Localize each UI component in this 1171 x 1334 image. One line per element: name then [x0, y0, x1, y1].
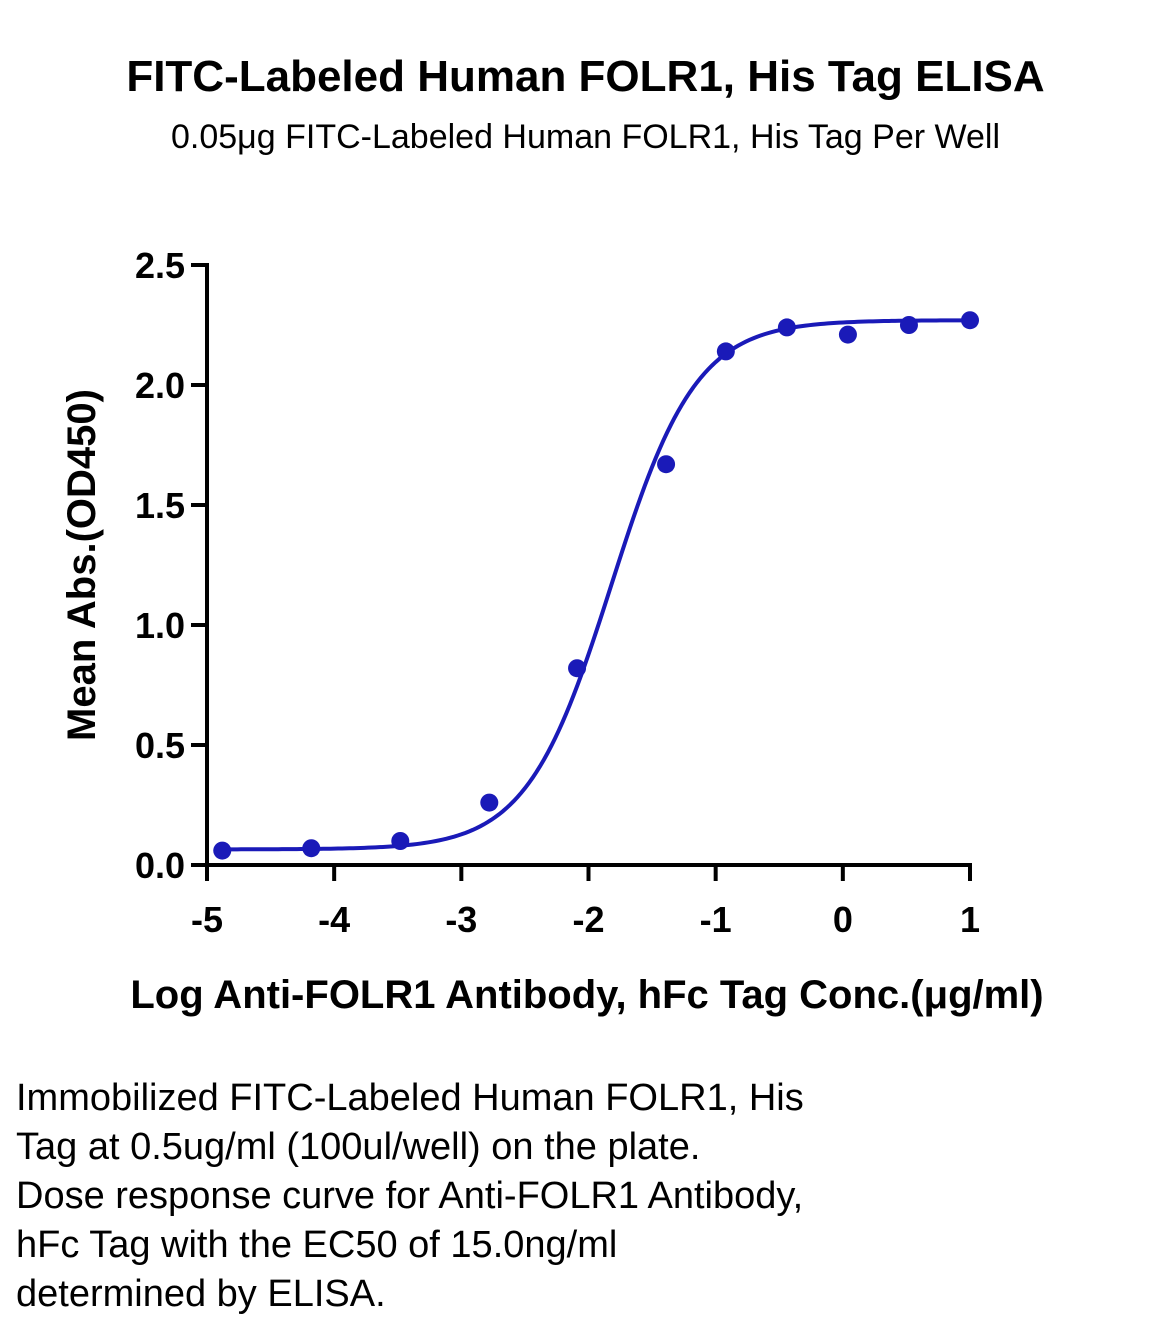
x-tick-label: -3 — [445, 899, 477, 940]
data-point — [568, 659, 587, 678]
x-tick-label: -1 — [700, 899, 732, 940]
axes: 0.0 0.5 1.0 1.5 2.0 2.5 -5 -4 -3 -2 -1 0 1 — [135, 245, 980, 940]
x-tick-label: 0 — [833, 899, 853, 940]
chart-subtitle: 0.05μg FITC-Labeled Human FOLR1, His Tag… — [170, 118, 1000, 156]
caption-line: Dose response curve for Anti-FOLR1 Antib… — [16, 1175, 804, 1217]
data-point — [899, 316, 918, 334]
data-point — [777, 318, 796, 337]
data-point — [302, 839, 321, 858]
data-points — [213, 311, 979, 860]
x-tick-label: 1 — [960, 899, 980, 940]
caption-line: hFc Tag with the EC50 of 15.0ng/ml — [16, 1224, 618, 1266]
y-tick-label: 1.0 — [135, 605, 185, 646]
chart-title: FITC-Labeled Human FOLR1, His Tag ELISA — [126, 52, 1045, 101]
x-tick-label: -4 — [318, 899, 350, 940]
data-point — [480, 793, 499, 812]
caption-line: determined by ELISA. — [16, 1273, 386, 1315]
y-axis-label: Mean Abs.(OD450) — [60, 389, 104, 741]
elisa-chart: 0.0 0.5 1.0 1.5 2.0 2.5 -5 -4 -3 -2 -1 0 1 Mean Abs.… — [60, 245, 1044, 1017]
x-tick-label: -2 — [572, 899, 604, 940]
data-point — [716, 342, 735, 361]
y-tick-label: 0.0 — [135, 845, 185, 886]
fit-curve — [222, 318, 971, 852]
y-tick-label: 0.5 — [135, 725, 185, 766]
x-tick-label: -5 — [191, 899, 223, 940]
figure-caption: Immobilized FITC-Labeled Human FOLR1, Hi… — [16, 1074, 1016, 1319]
y-tick-label: 1.5 — [135, 485, 185, 526]
caption-line: Immobilized FITC-Labeled Human FOLR1, Hi… — [16, 1077, 804, 1119]
caption-line: Tag at 0.5ug/ml (100ul/well) on the plat… — [16, 1126, 701, 1168]
data-point — [838, 325, 857, 344]
y-tick-label: 2.5 — [135, 245, 185, 286]
data-point — [391, 832, 410, 850]
y-tick-label: 2.0 — [135, 365, 185, 406]
x-axis-label: Log Anti-FOLR1 Antibody, hFc Tag Conc.(μ… — [130, 973, 1043, 1017]
data-point — [213, 841, 232, 860]
data-point — [657, 455, 676, 474]
data-point — [961, 311, 979, 330]
